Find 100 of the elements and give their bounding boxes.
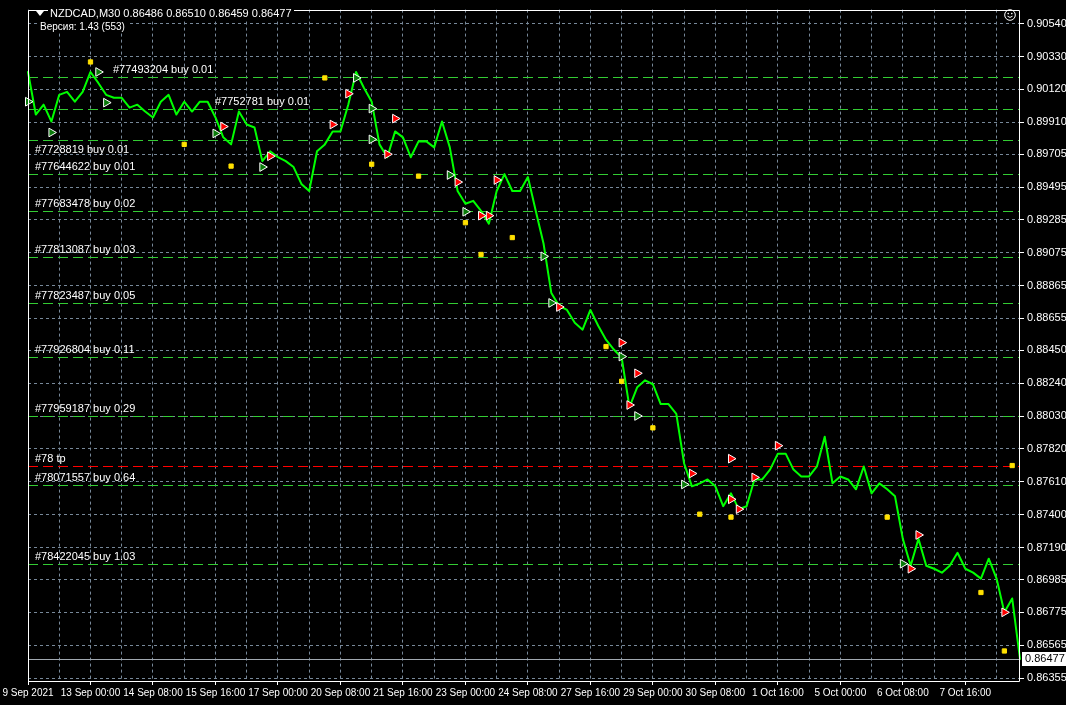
ref-line-label: #77959187 buy 0.29 — [35, 402, 136, 415]
ref-line-label: #77823487 buy 0.05 — [35, 289, 136, 302]
x-tick-label: 9 Sep 2021 — [2, 686, 55, 698]
point — [48, 127, 57, 138]
point — [556, 302, 565, 312]
point — [907, 563, 917, 574]
point — [618, 351, 628, 362]
y-tick-label: 0.89075 — [1027, 245, 1066, 258]
point — [618, 337, 628, 348]
point — [727, 494, 737, 505]
y-tick-label: 0.89285 — [1027, 212, 1066, 225]
ref-line-label: #77926804 buy 0.11 — [35, 342, 135, 355]
point — [87, 59, 94, 65]
y-tick-label: 0.87610 — [1027, 474, 1066, 487]
point — [681, 479, 690, 490]
point — [634, 368, 643, 379]
point — [603, 343, 609, 350]
y-tick-label: 0.90120 — [1027, 82, 1066, 95]
ref-line-label: #7752781 buy 0.01 — [215, 94, 310, 107]
y-tick-label: 0.86985 — [1027, 572, 1066, 585]
x-tick-label: 6 Oct 08:00 — [876, 686, 930, 698]
point — [228, 163, 234, 169]
point — [212, 128, 221, 139]
y-tick-label: 0.86355 — [1027, 671, 1066, 684]
ref-line-label: #77683478 buy 0.02 — [35, 196, 136, 209]
y-tick-label: 0.86565 — [1027, 638, 1066, 651]
point — [415, 173, 422, 179]
chart-title: NZDCAD,M30 0.86486 0.86510 0.86459 0.86477 — [48, 7, 294, 20]
point — [454, 177, 464, 187]
point — [329, 119, 339, 130]
x-tick-label: 27 Sep 16:00 — [560, 686, 621, 698]
point — [619, 378, 625, 384]
point — [267, 151, 276, 162]
x-tick-label: 29 Sep 00:00 — [623, 686, 684, 698]
y-tick-label: 0.90540 — [1027, 16, 1066, 29]
point — [181, 141, 187, 147]
point — [353, 73, 362, 83]
point — [650, 425, 656, 431]
point — [95, 67, 104, 77]
x-tick-label: 17 Sep 00:00 — [248, 686, 309, 698]
y-tick-label: 0.90330 — [1027, 49, 1066, 62]
y-tick-label: 0.88450 — [1027, 343, 1066, 356]
x-tick-label: 13 Sep 00:00 — [60, 686, 121, 698]
point — [462, 206, 471, 217]
point — [688, 468, 698, 479]
y-tick-label: 0.88865 — [1027, 278, 1066, 291]
ref-line-label: #77644622 buy 0.01 — [35, 160, 136, 173]
x-tick-label: 23 Sep 00:00 — [435, 686, 496, 698]
point — [735, 504, 745, 514]
point — [1009, 462, 1015, 469]
ref-line-label: #78 tp — [35, 451, 66, 464]
ref-line-label: #78071557 buy 0.64 — [35, 470, 136, 483]
point — [1001, 648, 1007, 654]
point — [915, 530, 924, 540]
point — [634, 411, 643, 421]
point — [884, 514, 890, 520]
y-tick-label: 0.89495 — [1027, 180, 1066, 193]
x-tick-label: 20 Sep 08:00 — [310, 686, 371, 698]
ref-line-label: #78422045 buy 1.03 — [35, 550, 136, 563]
point — [1001, 607, 1010, 618]
point — [697, 511, 703, 517]
y-tick-label: 0.88240 — [1027, 376, 1066, 389]
ref-line-label: 0.86477 — [1025, 651, 1065, 664]
point — [478, 251, 484, 258]
x-tick-label: 21 Sep 16:00 — [373, 686, 434, 698]
x-tick-label: 14 Sep 08:00 — [123, 686, 184, 698]
x-tick-label: 30 Sep 08:00 — [685, 686, 746, 698]
y-tick-label: 0.88655 — [1027, 311, 1066, 324]
y-tick-label: 0.87400 — [1027, 507, 1066, 520]
point — [322, 75, 328, 81]
point — [751, 472, 760, 483]
point — [774, 440, 784, 451]
point — [728, 514, 734, 520]
point — [485, 210, 495, 221]
point — [978, 589, 984, 596]
point — [462, 220, 469, 226]
point — [384, 149, 393, 160]
y-tick-label: 0.88030 — [1027, 409, 1066, 422]
point — [626, 400, 635, 410]
point — [727, 453, 737, 464]
point — [446, 170, 456, 180]
point — [478, 210, 487, 221]
ref-line-label: #77493204 buy 0.01 — [113, 63, 214, 76]
ref-line-label: #7728819 buy 0.01 — [35, 143, 130, 155]
point — [392, 113, 401, 124]
x-tick-label: 7 Oct 16:00 — [939, 686, 992, 698]
point — [368, 103, 378, 114]
point — [369, 161, 375, 167]
point — [259, 162, 268, 172]
point — [899, 558, 909, 569]
point — [548, 298, 557, 308]
point — [540, 251, 550, 262]
x-tick-label: 15 Sep 16:00 — [185, 686, 246, 698]
y-tick-label: 0.89910 — [1027, 115, 1066, 128]
point — [25, 96, 34, 107]
point — [345, 88, 354, 99]
ref-line-label: #77813087 buy 0.03 — [35, 242, 136, 255]
y-tick-label: 0.89705 — [1027, 147, 1066, 160]
y-tick-label: 0.86775 — [1027, 605, 1066, 618]
text: Версия: 1.43 (553) — [38, 21, 127, 33]
